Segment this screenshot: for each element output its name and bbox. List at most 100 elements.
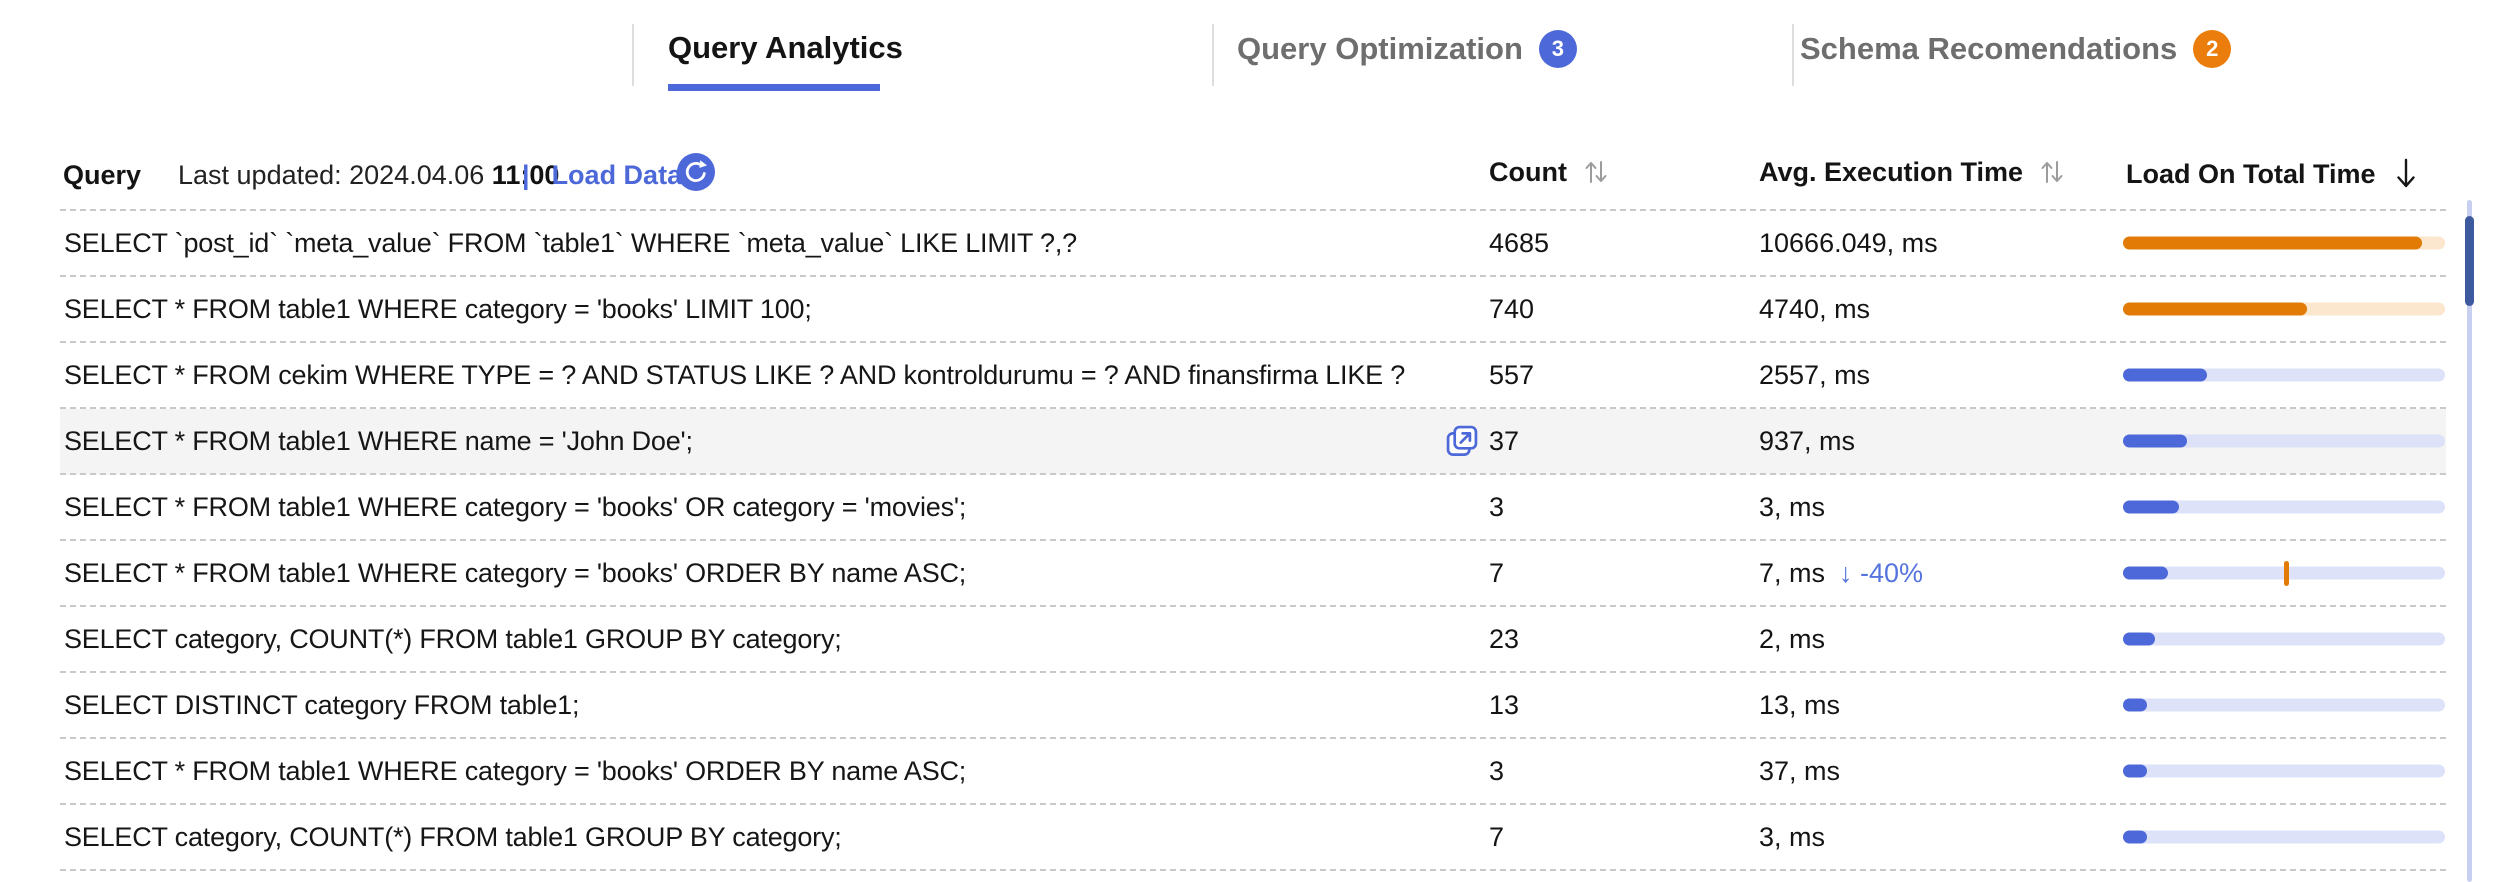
count-value: 740 bbox=[1489, 293, 1535, 324]
bar-fill bbox=[2123, 500, 2180, 514]
load-data-label: Load Data bbox=[551, 160, 683, 190]
count-value: 4685 bbox=[1489, 227, 1550, 258]
query-text: SELECT category, COUNT(*) FROM table1 GR… bbox=[64, 821, 842, 852]
bar-track bbox=[2123, 560, 2445, 586]
load-on-total-time-bar bbox=[2123, 434, 2445, 448]
bar-track bbox=[2123, 500, 2445, 514]
load-on-total-time-bar bbox=[2123, 830, 2445, 844]
time-text: 3, ms bbox=[1759, 821, 1826, 852]
table-row[interactable]: SELECT * FROM table1 WHERE name = 'John … bbox=[60, 409, 2446, 475]
column-header-avg-execution-time[interactable]: Avg. Execution Time bbox=[1759, 156, 2068, 188]
bar-track bbox=[2123, 302, 2445, 316]
load-on-total-time-bar bbox=[2123, 560, 2445, 586]
query-text: SELECT * FROM cekim WHERE TYPE = ? AND S… bbox=[64, 359, 1406, 390]
bar-track bbox=[2123, 830, 2445, 844]
tab-query-optimization[interactable]: Query Optimization 3 bbox=[1237, 30, 1577, 68]
tab-schema-recomendations[interactable]: Schema Recomendations 2 bbox=[1800, 30, 2232, 68]
active-tab-underline bbox=[668, 84, 880, 91]
query-text: SELECT * FROM table1 WHERE category = 'b… bbox=[64, 755, 967, 786]
count-badge: 2 bbox=[2193, 30, 2232, 68]
avg-execution-time-value: 37, ms bbox=[1759, 739, 1840, 803]
avg-execution-time-value: 2557, ms bbox=[1759, 343, 1870, 407]
load-on-total-time-bar bbox=[2123, 764, 2445, 778]
query-text: SELECT DISTINCT category FROM table1; bbox=[64, 689, 580, 720]
sort-up-down-icon bbox=[1585, 161, 1607, 183]
load-on-total-time-bar bbox=[2123, 368, 2445, 382]
bar-track bbox=[2123, 236, 2445, 250]
load-on-total-time-bar bbox=[2123, 302, 2445, 316]
last-updated-label: Last updated: 2024.04.06 bbox=[178, 160, 485, 190]
tab-divider bbox=[632, 24, 634, 86]
scrollbar-thumb[interactable] bbox=[2465, 216, 2474, 306]
time-text: 937, ms bbox=[1759, 425, 1856, 456]
count-value: 3 bbox=[1489, 755, 1505, 786]
bar-track bbox=[2123, 764, 2445, 778]
count-badge: 3 bbox=[1538, 30, 1577, 68]
query-text: SELECT * FROM table1 WHERE category = 'b… bbox=[64, 491, 967, 522]
open-in-new-icon bbox=[1446, 425, 1478, 456]
tab-divider bbox=[1792, 24, 1794, 86]
table-row[interactable]: SELECT * FROM cekim WHERE TYPE = ? AND S… bbox=[60, 343, 2446, 409]
avg-execution-time-value: 3, ms bbox=[1759, 475, 1825, 539]
avg-execution-time-value: 937, ms bbox=[1759, 409, 1855, 473]
time-text: 3, ms bbox=[1759, 491, 1826, 522]
avg-execution-time-value: 13, ms bbox=[1759, 673, 1840, 737]
time-text: 2557, ms bbox=[1759, 359, 1871, 390]
last-updated-text: Last updated: 2024.04.06 11:00 bbox=[178, 158, 559, 192]
query-text: SELECT category, COUNT(*) FROM table1 GR… bbox=[64, 623, 842, 654]
tab-divider bbox=[1212, 24, 1214, 86]
sort-up-down-icon bbox=[2041, 161, 2063, 183]
bar-track bbox=[2123, 632, 2445, 646]
column-label: Load On Total Time bbox=[2126, 158, 2376, 189]
column-header-load-on-total-time[interactable]: Load On Total Time bbox=[2126, 156, 2423, 192]
refresh-button[interactable] bbox=[676, 152, 716, 192]
table-row[interactable]: SELECT `post_id` `meta_value` FROM `tabl… bbox=[60, 211, 2446, 277]
time-text: 10666.049, ms bbox=[1759, 227, 1938, 258]
query-column-header: Query bbox=[63, 160, 142, 190]
count-value: 23 bbox=[1489, 623, 1520, 654]
column-label: Count bbox=[1489, 156, 1567, 187]
count-value: 557 bbox=[1489, 359, 1535, 390]
query-text: SELECT `post_id` `meta_value` FROM `tabl… bbox=[64, 227, 1077, 258]
bar-fill bbox=[2123, 236, 2423, 250]
tab-label: Query Optimization bbox=[1237, 31, 1523, 66]
load-on-total-time-bar bbox=[2123, 632, 2445, 646]
column-header-count[interactable]: Count bbox=[1489, 156, 1612, 188]
load-on-total-time-bar bbox=[2123, 500, 2445, 514]
count-value: 7 bbox=[1489, 557, 1505, 588]
bar-fill bbox=[2123, 434, 2188, 448]
time-delta-badge: ↓ -40% bbox=[1839, 557, 1924, 588]
last-updated-time: 11:00 bbox=[491, 160, 560, 190]
avg-execution-time-value: 7, ms ↓ -40% bbox=[1759, 541, 1923, 605]
table-row[interactable]: SELECT DISTINCT category FROM table1; 13 1… bbox=[60, 673, 2446, 739]
table-row[interactable]: SELECT * FROM table1 WHERE category = 'b… bbox=[60, 739, 2446, 805]
table-header: Query Last updated: 2024.04.06 11:00 | L… bbox=[0, 0, 2496, 210]
tab-label: Query Analytics bbox=[668, 30, 903, 65]
table-row[interactable]: SELECT * FROM table1 WHERE category = 'b… bbox=[60, 541, 2446, 607]
sort-down-icon bbox=[2396, 158, 2415, 188]
tab-query-analytics[interactable]: Query Analytics bbox=[668, 30, 903, 66]
table-row[interactable]: SELECT category, COUNT(*) FROM table1 GR… bbox=[60, 805, 2446, 871]
time-text: 13, ms bbox=[1759, 689, 1841, 720]
load-data-link[interactable]: | Load Data bbox=[522, 158, 682, 192]
query-text: SELECT * FROM table1 WHERE category = 'b… bbox=[64, 557, 967, 588]
avg-execution-time-value: 10666.049, ms bbox=[1759, 211, 1938, 275]
query-table: SELECT `post_id` `meta_value` FROM `tabl… bbox=[60, 209, 2446, 871]
table-row[interactable]: SELECT * FROM table1 WHERE category = 'b… bbox=[60, 475, 2446, 541]
bar-fill bbox=[2123, 302, 2307, 316]
table-row[interactable]: SELECT * FROM table1 WHERE category = 'b… bbox=[60, 277, 2446, 343]
table-row[interactable]: SELECT category, COUNT(*) FROM table1 GR… bbox=[60, 607, 2446, 673]
bar-threshold-marker bbox=[2283, 560, 2289, 586]
tab-bar: Query Analytics Query Optimization 3 Sch… bbox=[0, 0, 2496, 96]
tab-label: Schema Recomendations bbox=[1800, 31, 2178, 66]
bar-fill bbox=[2123, 830, 2148, 844]
time-text: 4740, ms bbox=[1759, 293, 1871, 324]
bar-track bbox=[2123, 368, 2445, 382]
avg-execution-time-value: 4740, ms bbox=[1759, 277, 1870, 341]
count-value: 37 bbox=[1489, 425, 1520, 456]
bar-fill bbox=[2123, 632, 2156, 646]
open-query-button[interactable] bbox=[1443, 422, 1481, 460]
bar-fill bbox=[2123, 764, 2148, 778]
scrollbar-track[interactable] bbox=[2467, 200, 2472, 882]
